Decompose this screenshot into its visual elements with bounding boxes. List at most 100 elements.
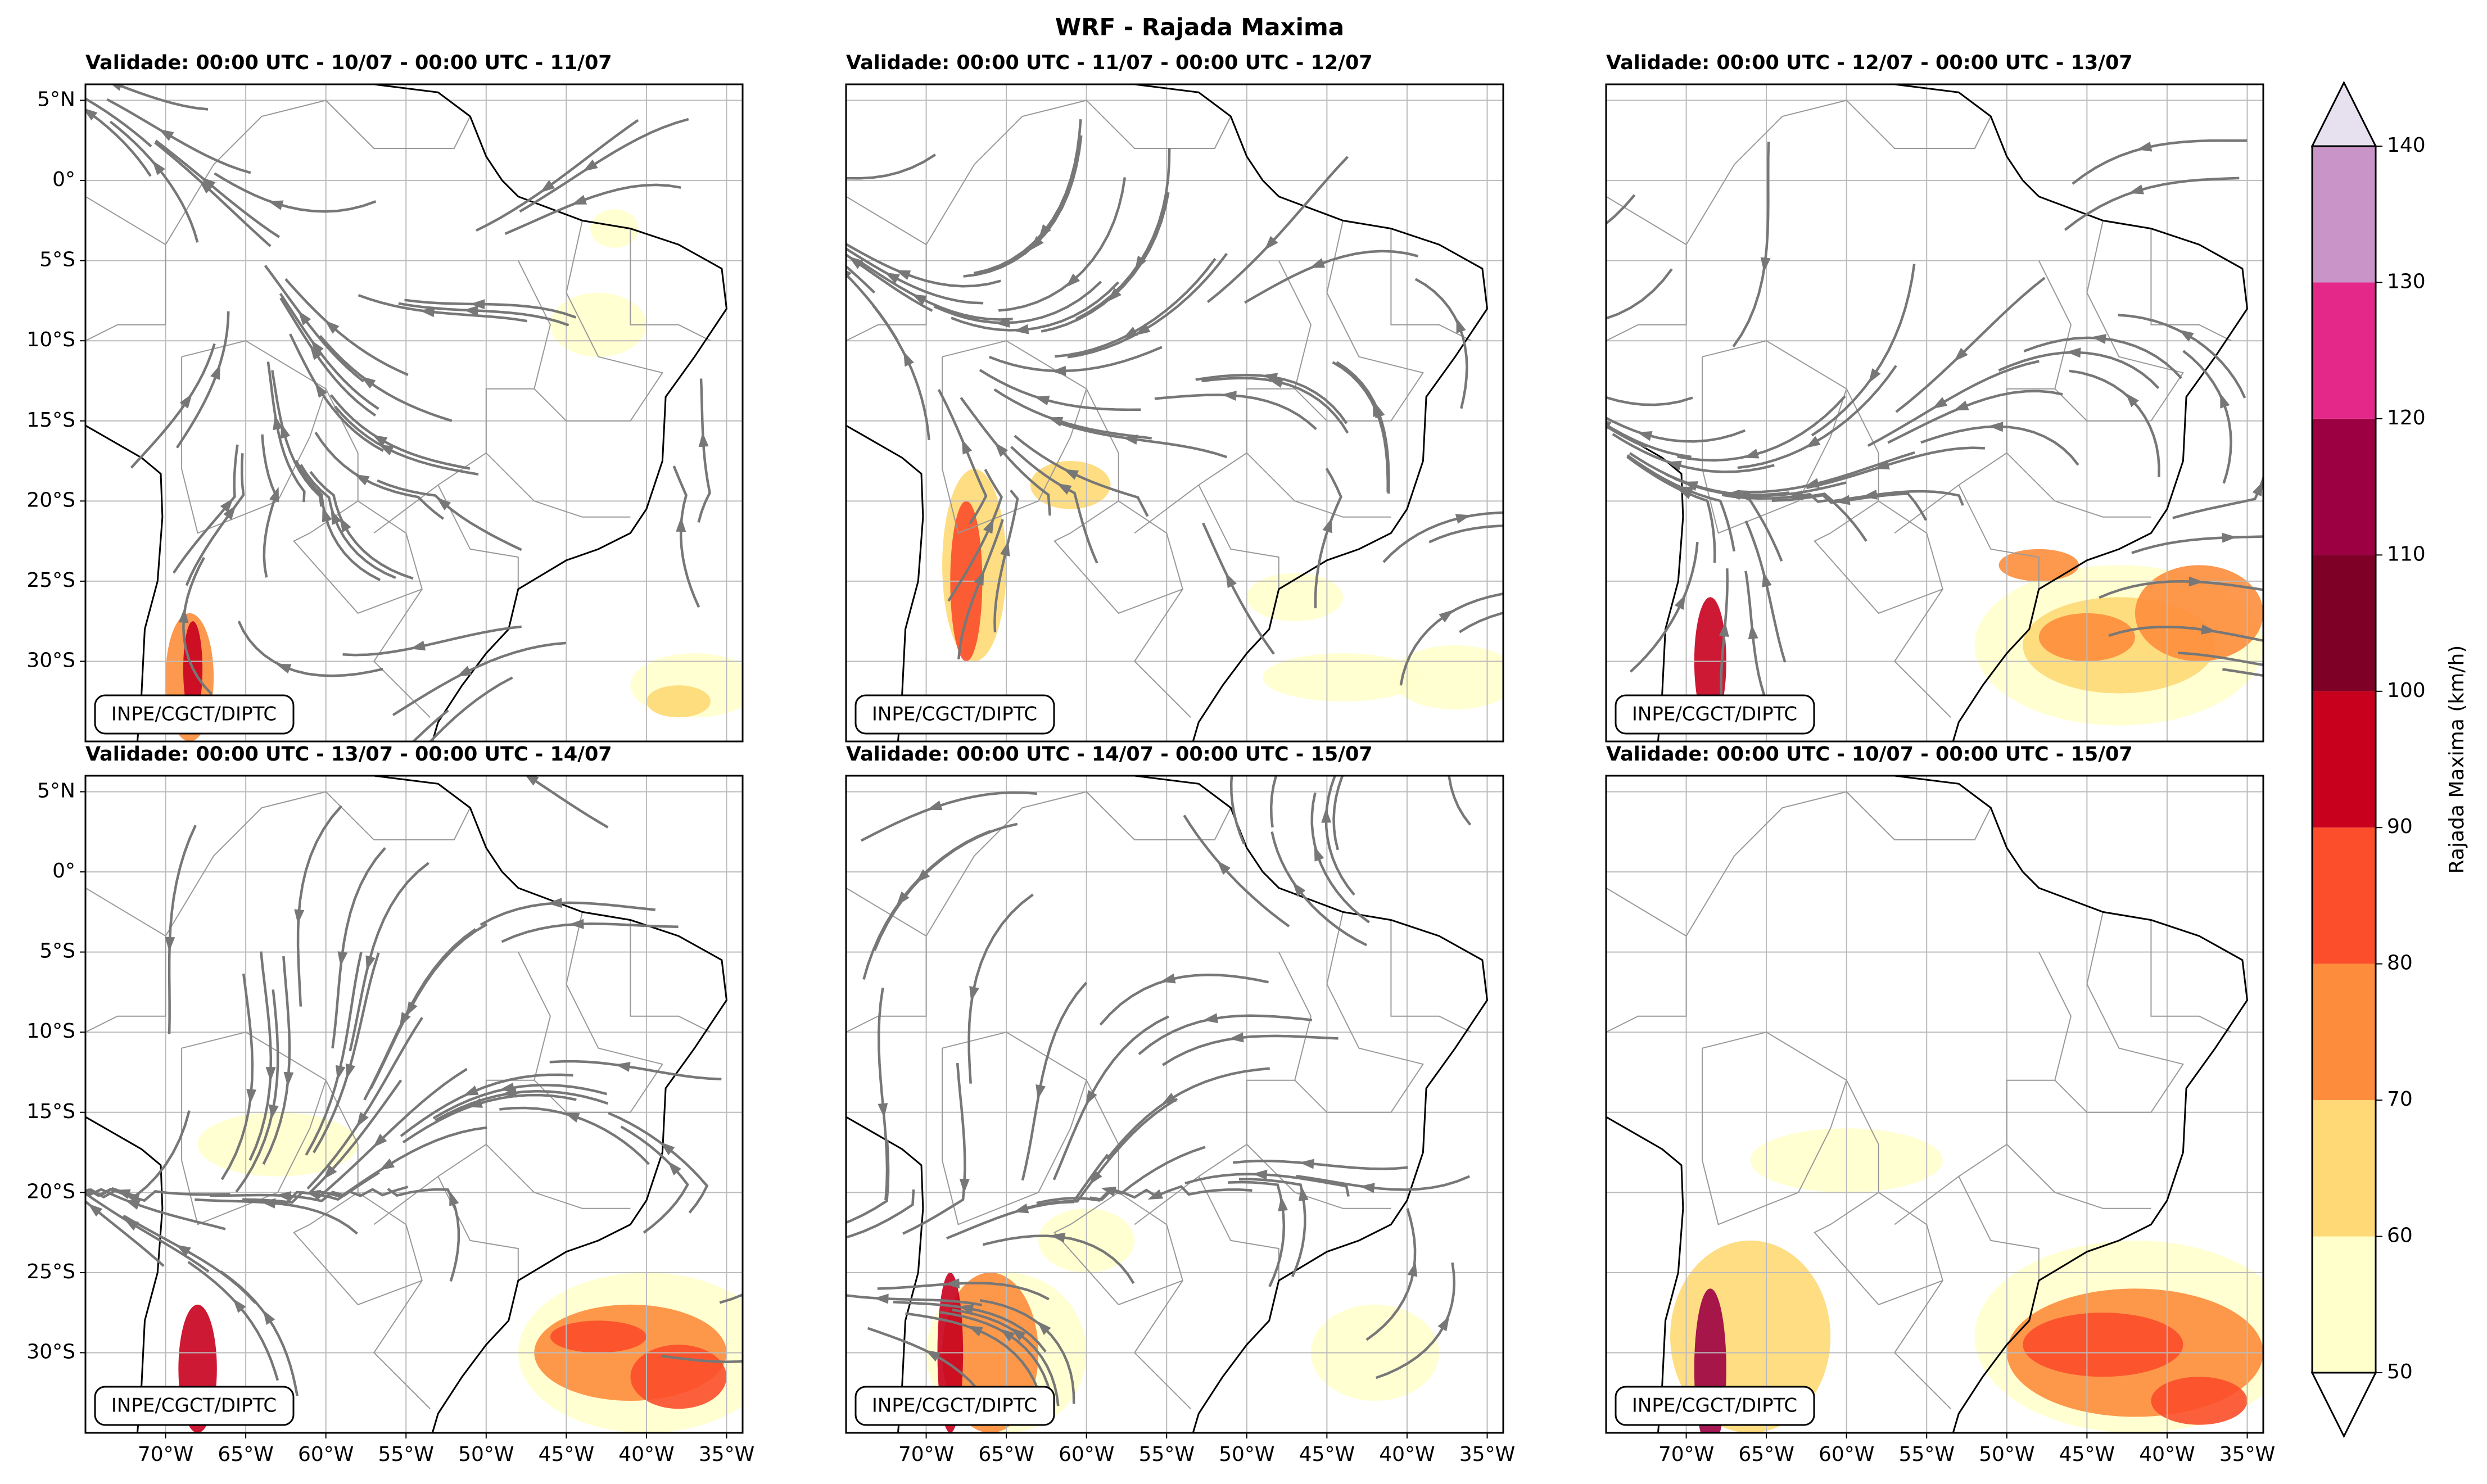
streamline-arrow <box>373 1133 387 1148</box>
state-border <box>925 791 1232 936</box>
streamline-arrow <box>210 364 220 380</box>
streamline <box>1021 981 1088 1181</box>
streamline-arrow <box>1051 365 1066 376</box>
streamline <box>957 519 1004 660</box>
streamline <box>262 956 291 1165</box>
streamline <box>1626 454 1736 552</box>
streamline-arrow <box>784 1244 796 1259</box>
state-border <box>1814 1192 1943 1306</box>
map-panel <box>846 84 1503 741</box>
colorbar-bin <box>2312 1236 2376 1373</box>
streamline-arrow <box>961 439 973 455</box>
y-tick-label: 0° <box>52 168 75 191</box>
y-tick-label: 15°S <box>26 1100 75 1123</box>
streamline-arrow <box>273 415 283 431</box>
streamline-arrow <box>1161 1093 1177 1105</box>
streamline <box>1332 776 1344 850</box>
y-tick-label: 5°S <box>39 940 75 963</box>
streamline-arrow <box>2128 184 2144 194</box>
streamline <box>1036 1146 1206 1205</box>
streamline <box>846 247 984 305</box>
streamline <box>1895 277 2046 413</box>
streamline <box>1720 568 1729 714</box>
streamline <box>988 346 1163 373</box>
x-tick-label: 50°W <box>1979 1443 2034 1466</box>
streamline-arrow <box>1298 1186 1309 1201</box>
x-tick-label: 50°W <box>1219 1443 1274 1466</box>
streamline <box>85 1200 165 1267</box>
streamline <box>1099 973 1269 1026</box>
streamline <box>1744 571 1773 715</box>
gust-area <box>550 1320 646 1353</box>
streamline-arrow <box>1666 460 1682 471</box>
streamline-arrow <box>463 305 478 316</box>
state-border <box>630 228 711 342</box>
x-tick-label: 35°W <box>2219 1443 2275 1466</box>
streamline <box>860 791 1037 842</box>
streamline-arrow <box>676 517 686 532</box>
y-tick-label: 0° <box>52 859 75 883</box>
streamline <box>235 989 279 1193</box>
streamline-arrow <box>1292 882 1306 897</box>
streamline <box>1806 446 1985 490</box>
streamline <box>1606 194 1636 225</box>
streamline-arrow <box>874 1293 889 1304</box>
colorbar-extend-under <box>2310 1372 2377 1438</box>
colorbar-extend-over <box>2310 80 2377 147</box>
coastline <box>846 84 1489 741</box>
streamline-arrow <box>1868 368 1881 383</box>
streamline-arrow <box>399 1012 411 1028</box>
streamline-arrow <box>1299 1159 1315 1169</box>
streamline-arrow <box>233 1298 246 1313</box>
streamline-arrow <box>336 1065 346 1080</box>
streamline <box>504 183 681 235</box>
streamline <box>154 141 272 247</box>
streamline-arrow <box>846 270 852 279</box>
state-border <box>181 356 327 534</box>
streamline <box>1154 393 1317 431</box>
streamline-arrow <box>667 1161 681 1176</box>
x-tick-label: 50°W <box>458 1443 514 1466</box>
streamline-arrow <box>322 506 332 523</box>
x-tick-label: 55°W <box>1899 1443 1955 1466</box>
state-border <box>1685 791 1992 936</box>
streamline <box>902 1062 966 1235</box>
streamline <box>979 369 1141 411</box>
streamline-arrow <box>2091 334 2106 344</box>
colorbar-bin <box>2312 555 2376 691</box>
streamline-arrow <box>2125 393 2139 408</box>
streamline <box>1314 468 1342 609</box>
streamline-arrow <box>268 200 284 210</box>
streamline-arrow <box>283 1071 294 1087</box>
state-border <box>942 1048 1087 1225</box>
colorbar-bin <box>2312 691 2376 828</box>
streamline <box>846 1140 890 1224</box>
streamline <box>1041 192 1170 333</box>
streamline-arrow <box>1805 436 1821 448</box>
map-frame <box>1605 83 2264 743</box>
gust-area <box>1263 653 1423 702</box>
credit-box <box>854 1386 1055 1426</box>
streamline-arrow <box>1437 1316 1450 1332</box>
streamline <box>940 1311 1054 1405</box>
streamline <box>432 1083 608 1120</box>
streamline-arrow <box>298 310 311 325</box>
streamline-arrow <box>1314 846 1324 862</box>
streamline-arrow <box>1407 1261 1418 1277</box>
panel-title: Validade: 00:00 UTC - 13/07 - 00:00 UTC … <box>85 743 612 766</box>
y-tick-label: 10°S <box>26 328 75 351</box>
coastline <box>85 776 728 1433</box>
streamline-arrow <box>1735 491 1750 501</box>
streamline <box>262 1079 403 1204</box>
streamline-arrow <box>419 307 435 318</box>
state-border <box>846 196 927 342</box>
streamline <box>846 253 933 312</box>
streamline-arrow <box>1013 1203 1029 1214</box>
colorbar-tick-label: 130 <box>2387 270 2426 293</box>
streamline <box>960 397 1051 516</box>
streamline <box>873 822 1018 951</box>
streamline <box>846 153 936 180</box>
streamline-arrow <box>276 1191 292 1201</box>
streamline <box>982 1234 1135 1284</box>
streamline <box>993 489 1019 632</box>
